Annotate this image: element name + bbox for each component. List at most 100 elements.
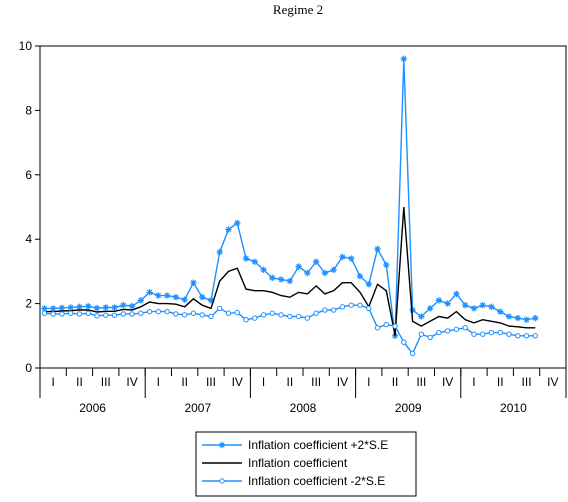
data-point-circle <box>444 328 451 334</box>
data-point-star <box>93 304 101 312</box>
data-point-star <box>260 266 267 273</box>
data-point-star <box>295 263 302 270</box>
data-point-star <box>409 306 416 314</box>
series-1 <box>44 206 536 336</box>
data-point-circle <box>295 313 302 320</box>
data-point-star <box>479 302 486 309</box>
data-point-circle <box>190 310 197 316</box>
x-quarter-label: III <box>416 375 426 389</box>
x-quarter-label: IV <box>232 375 243 389</box>
data-point-star <box>330 266 337 273</box>
data-point-circle <box>181 312 188 318</box>
data-point-star <box>102 304 109 311</box>
data-point-star <box>207 297 215 304</box>
data-point-star <box>181 296 188 303</box>
data-point-circle <box>85 310 91 316</box>
data-point-circle <box>523 333 530 339</box>
data-point-circle <box>208 313 214 320</box>
data-point-circle <box>488 329 495 336</box>
data-point-circle <box>234 309 240 316</box>
data-point-star <box>374 245 381 253</box>
series-line <box>44 206 536 336</box>
data-point-circle <box>357 302 363 308</box>
data-point-star <box>470 305 478 312</box>
legend-marker-star <box>218 441 226 449</box>
y-tick-label: 0 <box>25 361 32 375</box>
data-point-circle <box>103 312 109 318</box>
x-quarter-label: II <box>287 375 294 389</box>
data-point-circle <box>339 304 346 310</box>
data-point-star <box>242 255 250 262</box>
data-point-circle <box>164 308 170 315</box>
data-point-circle <box>409 350 416 357</box>
plot-area <box>41 55 539 357</box>
data-point-star <box>497 308 504 315</box>
x-quarter-label: I <box>51 375 54 389</box>
data-point-star <box>120 302 127 309</box>
x-quarter-label: II <box>76 375 83 389</box>
data-point-circle <box>453 326 460 333</box>
x-quarter-label: IV <box>337 375 348 389</box>
data-point-circle <box>436 329 442 336</box>
legend: Inflation coefficient +2*S.E Inflation co… <box>195 431 417 497</box>
data-point-circle <box>155 308 162 315</box>
y-tick-label: 8 <box>25 103 32 117</box>
data-point-star <box>435 297 443 304</box>
data-point-circle <box>330 307 337 313</box>
data-point-circle <box>480 331 486 337</box>
data-point-star <box>76 303 83 311</box>
data-point-circle <box>243 317 249 323</box>
data-point-circle <box>401 339 407 345</box>
data-point-star <box>532 314 539 322</box>
data-point-circle <box>506 331 512 337</box>
x-quarter-label: I <box>472 375 475 389</box>
data-point-circle <box>287 313 293 320</box>
data-point-star <box>277 276 285 283</box>
data-point-circle <box>217 305 223 312</box>
data-point-circle <box>269 310 276 316</box>
data-point-star <box>339 253 346 261</box>
data-point-circle <box>366 305 372 312</box>
data-point-star <box>365 281 372 288</box>
data-point-circle <box>278 312 284 318</box>
x-year-label: 2010 <box>500 401 527 415</box>
series-line <box>44 58 536 336</box>
data-point-circle <box>41 310 48 316</box>
x-quarter-label: IV <box>126 375 137 389</box>
data-point-circle <box>515 333 521 339</box>
legend-box <box>195 431 417 497</box>
y-tick-label: 4 <box>25 232 32 246</box>
data-point-circle <box>146 308 153 315</box>
data-point-star <box>488 303 495 311</box>
data-point-circle <box>120 311 126 317</box>
data-point-circle <box>67 310 74 316</box>
data-point-star <box>198 293 206 301</box>
data-point-circle <box>59 311 65 317</box>
x-quarter-label: IV <box>442 375 453 389</box>
x-quarter-label: IV <box>547 375 558 389</box>
data-point-star <box>85 302 92 310</box>
data-point-star <box>137 297 145 304</box>
data-point-star <box>418 313 425 320</box>
data-point-star <box>400 55 408 63</box>
data-point-circle <box>497 329 503 336</box>
legend-label: Inflation coefficient <box>248 456 348 470</box>
data-point-star <box>163 292 171 299</box>
data-point-star <box>251 258 258 265</box>
data-point-circle <box>304 315 311 321</box>
data-point-circle <box>94 313 100 319</box>
data-point-circle <box>462 325 468 331</box>
data-point-star <box>461 302 469 309</box>
data-point-circle <box>199 312 205 318</box>
data-point-star <box>172 293 180 301</box>
plot-frame <box>39 45 567 369</box>
y-tick-label: 2 <box>25 297 32 311</box>
x-quarter-label: I <box>367 375 370 389</box>
data-point-star <box>49 305 57 312</box>
x-year-label: 2009 <box>395 401 422 415</box>
data-point-circle <box>348 302 354 308</box>
data-point-circle <box>111 312 118 318</box>
legend-marker-circle <box>219 478 225 484</box>
data-point-star <box>505 313 513 320</box>
